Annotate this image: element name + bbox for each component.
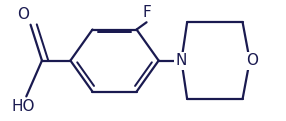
Text: O: O [17,7,29,22]
Text: F: F [142,5,151,20]
Text: HO: HO [12,99,35,114]
Text: O: O [247,53,259,68]
Text: N: N [176,53,187,68]
